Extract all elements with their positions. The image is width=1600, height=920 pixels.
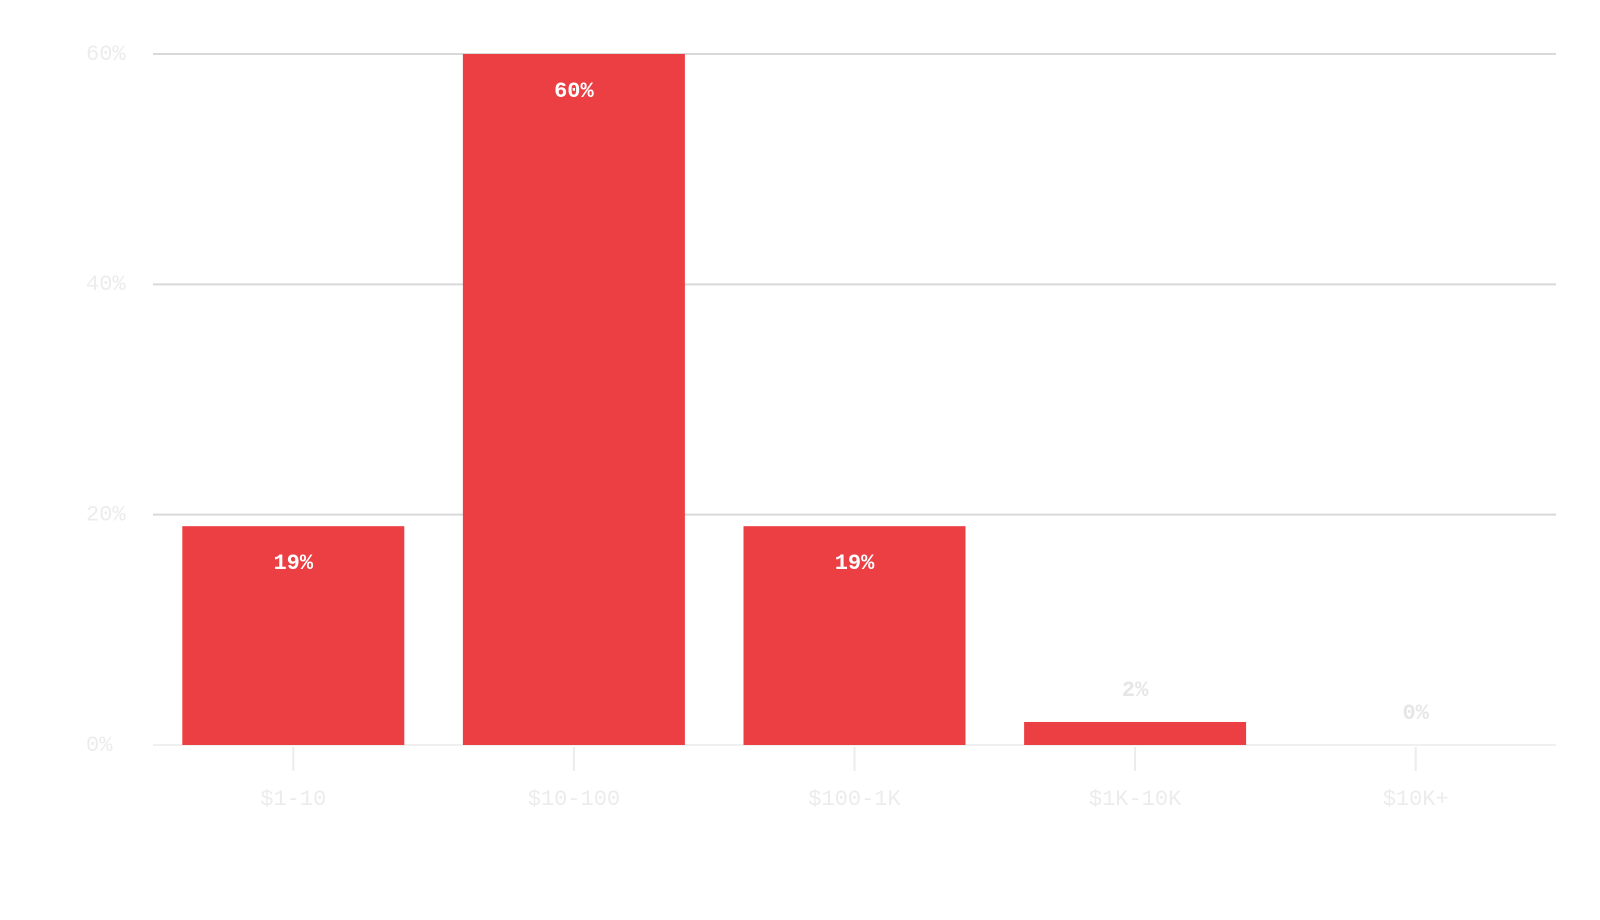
value-label: 19% (273, 551, 313, 576)
value-label: 19% (835, 551, 875, 576)
x-tick-label: $1K-10K (1089, 787, 1182, 812)
bar (743, 526, 966, 745)
y-tick-label: 40% (86, 272, 126, 297)
x-tick-label: $10-100 (528, 787, 620, 812)
bar (1024, 721, 1247, 745)
x-tick-label: $1-10 (260, 787, 326, 812)
x-tick-label: $100-1K (808, 787, 901, 812)
x-tick-label: $10K+ (1383, 787, 1449, 812)
value-label: 60% (554, 79, 594, 104)
y-tick-label: 60% (86, 42, 126, 67)
y-tick-label: 20% (86, 502, 126, 527)
y-tick-label: 0% (86, 733, 113, 758)
value-label: 2% (1122, 678, 1149, 703)
bar (462, 54, 685, 745)
value-label: 0% (1402, 701, 1429, 726)
bar (182, 526, 405, 745)
